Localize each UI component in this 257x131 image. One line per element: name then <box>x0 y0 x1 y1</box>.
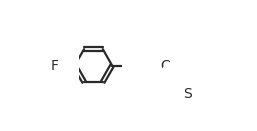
Text: F: F <box>50 59 58 72</box>
Text: N: N <box>143 59 153 72</box>
Text: S: S <box>183 87 192 101</box>
Text: C: C <box>160 59 170 72</box>
